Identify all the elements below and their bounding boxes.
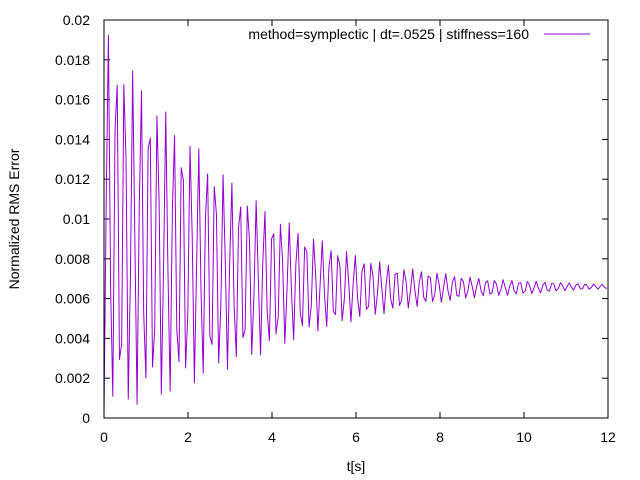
x-axis-title: t[s]: [347, 458, 366, 474]
y-axis: 0 0.002 0.004 0.006 0.008 0.01 0.012 0.014 0.016…: [55, 12, 608, 426]
x-tick-label: 12: [600, 429, 616, 445]
y-tick-label: 0: [82, 410, 90, 426]
y-tick-label: 0.01: [63, 211, 90, 227]
series-line: [103, 34, 607, 417]
plot-frame: [103, 19, 609, 419]
y-tick-label: 0.002: [55, 370, 90, 386]
y-tick-label: 0.004: [55, 330, 90, 346]
y-tick-label: 0.006: [55, 291, 90, 307]
x-tick-label: 10: [516, 429, 532, 445]
x-tick-label: 0: [100, 429, 108, 445]
y-tick-label: 0.014: [55, 131, 90, 147]
series-layer: [103, 34, 607, 417]
y-tick-label: 0.02: [63, 12, 90, 28]
x-tick-label: 2: [184, 429, 192, 445]
x-tick-label: 4: [268, 429, 276, 445]
x-axis: 0 2 4 6 8 10 12: [100, 20, 616, 445]
y-tick-label: 0.012: [55, 171, 90, 187]
y-tick-label: 0.016: [55, 92, 90, 108]
y-tick-label: 0.018: [55, 52, 90, 68]
x-tick-label: 6: [352, 429, 360, 445]
y-tick-label: 0.008: [55, 251, 90, 267]
legend: method=symplectic | dt=.0525 | stiffness…: [248, 26, 590, 42]
y-axis-title: Normalized RMS Error: [6, 148, 22, 289]
legend-label: method=symplectic | dt=.0525 | stiffness…: [248, 26, 529, 42]
x-tick-label: 8: [436, 429, 444, 445]
